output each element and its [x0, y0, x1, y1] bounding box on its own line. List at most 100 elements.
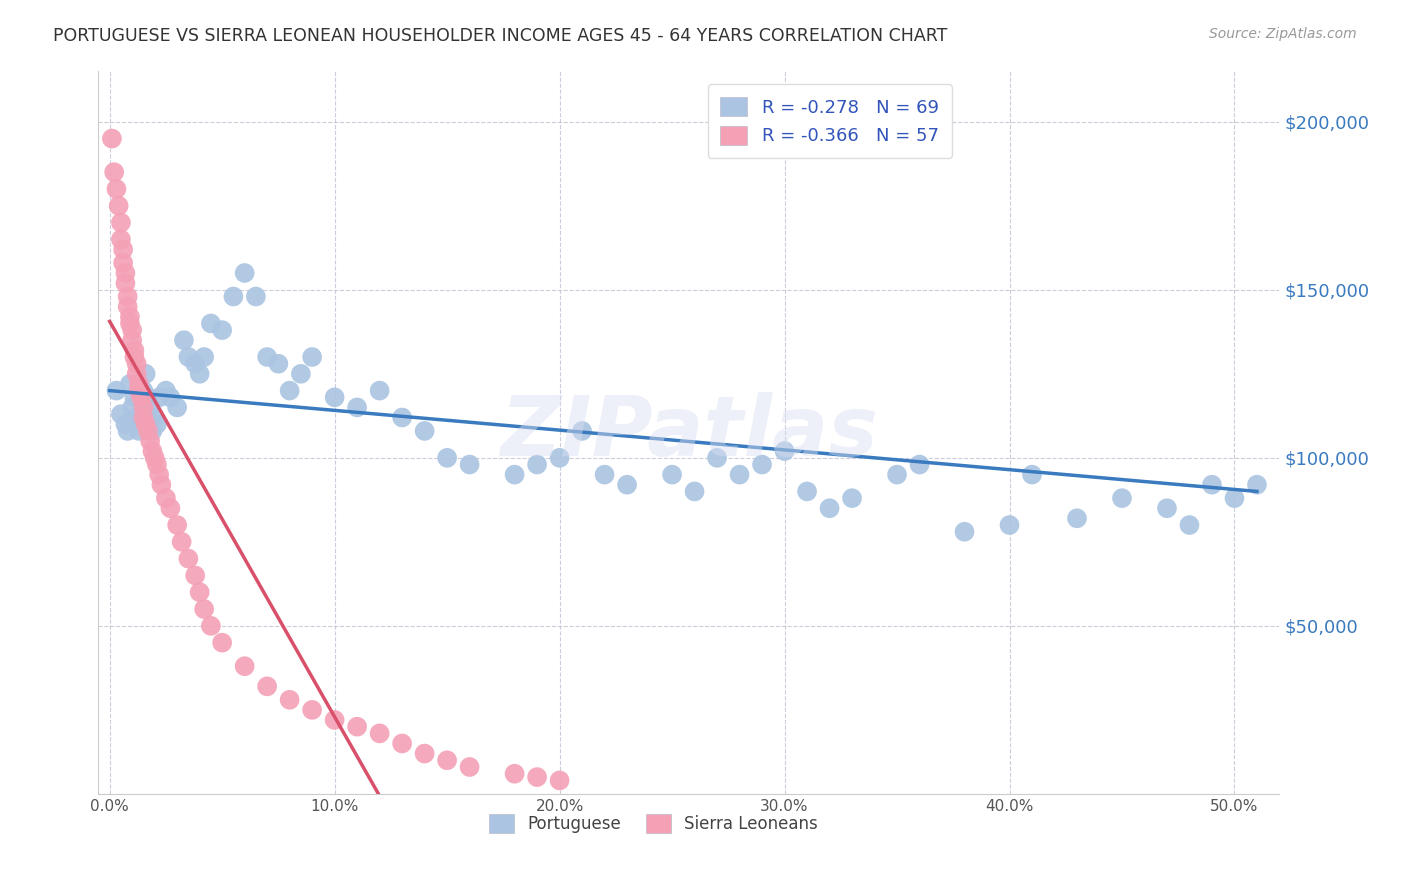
Point: [751, 458, 773, 472]
Point: [706, 450, 728, 465]
Point: [112, 256, 135, 270]
Point: [1111, 491, 1133, 505]
Point: [211, 323, 233, 337]
Point: [1066, 511, 1088, 525]
Point: [841, 491, 863, 505]
Point: [132, 410, 155, 425]
Point: [413, 747, 436, 761]
Point: [146, 458, 169, 472]
Point: [256, 679, 278, 693]
Point: [222, 289, 245, 303]
Point: [139, 401, 162, 415]
Point: [121, 323, 143, 337]
Point: [1201, 477, 1223, 491]
Point: [301, 350, 323, 364]
Point: [148, 467, 170, 482]
Point: [124, 350, 146, 364]
Point: [103, 165, 125, 179]
Point: [135, 367, 157, 381]
Text: ZIPatlas: ZIPatlas: [501, 392, 877, 473]
Point: [110, 407, 132, 421]
Point: [173, 333, 195, 347]
Point: [184, 357, 207, 371]
Point: [155, 491, 177, 505]
Point: [128, 424, 150, 438]
Point: [245, 289, 267, 303]
Point: [548, 450, 571, 465]
Point: [117, 289, 139, 303]
Point: [526, 770, 548, 784]
Point: [101, 131, 124, 145]
Point: [661, 467, 683, 482]
Point: [155, 384, 177, 398]
Point: [211, 635, 233, 649]
Point: [184, 568, 207, 582]
Text: PORTUGUESE VS SIERRA LEONEAN HOUSEHOLDER INCOME AGES 45 - 64 YEARS CORRELATION C: PORTUGUESE VS SIERRA LEONEAN HOUSEHOLDER…: [53, 27, 948, 45]
Point: [141, 424, 163, 438]
Point: [136, 424, 159, 438]
Point: [105, 384, 128, 398]
Point: [118, 310, 141, 324]
Point: [188, 367, 211, 381]
Point: [436, 450, 458, 465]
Point: [124, 343, 146, 358]
Point: [166, 401, 188, 415]
Point: [188, 585, 211, 599]
Point: [256, 350, 278, 364]
Point: [796, 484, 818, 499]
Point: [1223, 491, 1246, 505]
Point: [193, 350, 215, 364]
Point: [141, 444, 163, 458]
Point: [139, 434, 162, 448]
Point: [146, 417, 169, 432]
Point: [1156, 501, 1178, 516]
Point: [114, 266, 136, 280]
Point: [526, 458, 548, 472]
Point: [301, 703, 323, 717]
Point: [128, 376, 150, 391]
Point: [177, 350, 200, 364]
Point: [616, 477, 638, 491]
Point: [1246, 477, 1268, 491]
Point: [107, 199, 129, 213]
Point: [128, 384, 150, 398]
Point: [233, 266, 256, 280]
Point: [278, 693, 301, 707]
Point: [159, 390, 181, 404]
Point: [125, 367, 148, 381]
Point: [135, 417, 157, 432]
Point: [953, 524, 976, 539]
Point: [125, 410, 148, 425]
Point: [121, 401, 143, 415]
Point: [110, 232, 132, 246]
Point: [593, 467, 616, 482]
Point: [503, 467, 526, 482]
Point: [290, 367, 312, 381]
Point: [117, 424, 139, 438]
Point: [728, 467, 751, 482]
Point: [143, 410, 166, 425]
Point: [121, 333, 143, 347]
Point: [346, 401, 368, 415]
Point: [132, 384, 155, 398]
Point: [170, 534, 193, 549]
Point: [124, 390, 146, 404]
Point: [683, 484, 706, 499]
Point: [323, 713, 346, 727]
Point: [136, 390, 159, 404]
Point: [200, 317, 222, 331]
Point: [818, 501, 841, 516]
Point: [129, 390, 152, 404]
Point: [114, 417, 136, 432]
Point: [132, 401, 155, 415]
Point: [458, 458, 481, 472]
Point: [143, 450, 166, 465]
Point: [323, 390, 346, 404]
Point: [773, 444, 796, 458]
Point: [166, 518, 188, 533]
Point: [117, 300, 139, 314]
Point: [413, 424, 436, 438]
Point: [112, 243, 135, 257]
Point: [159, 501, 181, 516]
Point: [458, 760, 481, 774]
